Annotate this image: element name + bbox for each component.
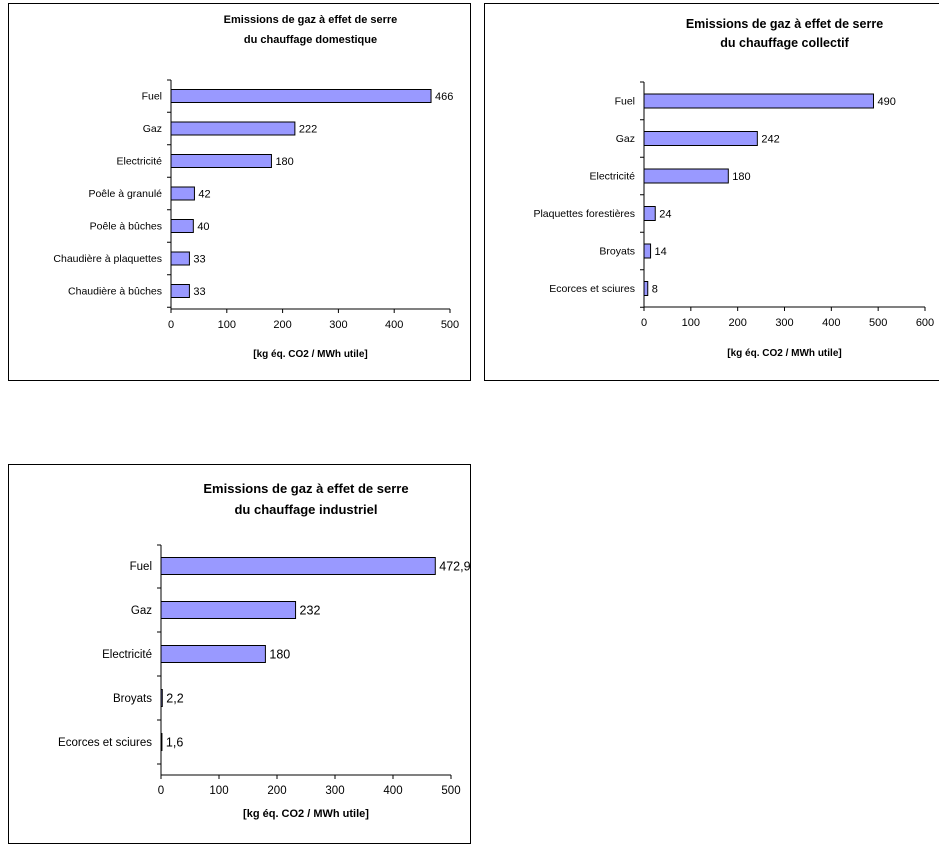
category-label: Fuel (142, 91, 162, 103)
category-label: Broyats (599, 246, 635, 258)
chart-panel-domestique: Emissions de gaz à effet de serre du chau… (8, 3, 471, 381)
x-tick-label: 600 (916, 317, 934, 329)
category-label: Electricité (589, 171, 635, 183)
value-label: 33 (193, 253, 205, 265)
chart-panel-industriel: Emissions de gaz à effet de serre du chau… (8, 464, 471, 844)
x-tick-label: 300 (329, 319, 347, 331)
bar (643, 131, 758, 146)
bar (160, 557, 436, 575)
x-tick-label: 100 (218, 319, 236, 331)
value-label: 1,6 (166, 735, 183, 749)
x-tick-label: 100 (209, 785, 228, 797)
chart-subtitle: du chauffage domestique (244, 34, 377, 46)
value-label: 242 (761, 133, 779, 145)
value-label: 42 (198, 188, 210, 200)
value-label: 24 (659, 208, 671, 220)
value-label: 33 (193, 286, 205, 298)
bar (643, 206, 656, 221)
chart-title: Emissions de gaz à effet de serre (203, 481, 408, 496)
category-label: Poêle à bûches (90, 221, 162, 233)
bar (643, 168, 729, 184)
chart-panel-collectif: Emissions de gaz à effet de serre du chau… (484, 3, 939, 381)
x-tick-label: 0 (641, 317, 647, 329)
chart-collectif: Emissions de gaz à effet de serre du chau… (533, 17, 934, 359)
value-label: 472,9 (439, 559, 470, 573)
x-tick-label: 200 (273, 319, 291, 331)
category-label: Electricité (116, 156, 162, 168)
chart-subtitle: du chauffage collectif (720, 36, 849, 50)
bar (170, 89, 432, 103)
category-label: Chaudière à bûches (68, 286, 162, 298)
x-tick-label: 300 (775, 317, 793, 329)
x-tick-label: 400 (822, 317, 840, 329)
x-tick-label: 200 (728, 317, 746, 329)
value-label: 232 (300, 603, 321, 617)
chart-industriel: Emissions de gaz à effet de serre du chau… (58, 481, 471, 820)
value-label: 14 (655, 246, 667, 258)
bar (643, 243, 652, 259)
category-label: Fuel (615, 96, 635, 108)
x-tick-label: 400 (383, 785, 402, 797)
bar (170, 284, 190, 298)
category-label: Plaquettes forestières (533, 208, 635, 220)
x-tick-label: 400 (385, 319, 403, 331)
value-label: 40 (197, 221, 209, 233)
value-label: 222 (299, 123, 317, 135)
x-tick-label: 0 (168, 319, 174, 331)
category-label: Electricité (102, 649, 152, 661)
category-label: Fuel (130, 561, 152, 573)
x-tick-label: 200 (267, 785, 286, 797)
value-label: 2,2 (166, 691, 183, 705)
category-label: Chaudière à plaquettes (53, 253, 162, 265)
value-label: 180 (275, 156, 293, 168)
value-label: 466 (435, 91, 453, 103)
x-axis-label: [kg éq. CO2 / MWh utile] (253, 349, 367, 360)
x-tick-label: 500 (441, 319, 459, 331)
category-label: Broyats (113, 693, 152, 705)
bar (170, 251, 190, 266)
chart-title: Emissions de gaz à effet de serre (224, 14, 398, 26)
bar (643, 93, 874, 109)
value-label: 180 (269, 647, 290, 661)
bar (170, 219, 194, 233)
x-tick-label: 100 (682, 317, 700, 329)
value-label: 180 (732, 171, 750, 183)
bar (643, 281, 649, 296)
value-label: 8 (652, 283, 658, 295)
category-label: Poêle à granulé (88, 188, 162, 200)
category-label: Gaz (616, 133, 635, 145)
bar (170, 186, 195, 201)
chart-title: Emissions de gaz à effet de serre (686, 17, 883, 31)
bar (160, 601, 297, 619)
bar (170, 154, 272, 168)
category-label: Ecorces et sciures (549, 283, 635, 295)
category-label: Gaz (131, 605, 152, 617)
x-tick-label: 500 (441, 785, 460, 797)
bar (160, 645, 266, 663)
x-axis-label: [kg éq. CO2 / MWh utile] (727, 348, 841, 359)
value-label: 490 (877, 96, 895, 108)
x-tick-label: 500 (869, 317, 887, 329)
chart-subtitle: du chauffage industriel (234, 502, 377, 517)
category-label: Gaz (143, 123, 162, 135)
chart-domestique: Emissions de gaz à effet de serre du chau… (53, 14, 459, 360)
bar (170, 121, 296, 136)
x-axis-label: [kg éq. CO2 / MWh utile] (243, 808, 369, 820)
x-tick-label: 300 (325, 785, 344, 797)
category-label: Ecorces et sciures (58, 737, 152, 749)
x-tick-label: 0 (158, 785, 164, 797)
